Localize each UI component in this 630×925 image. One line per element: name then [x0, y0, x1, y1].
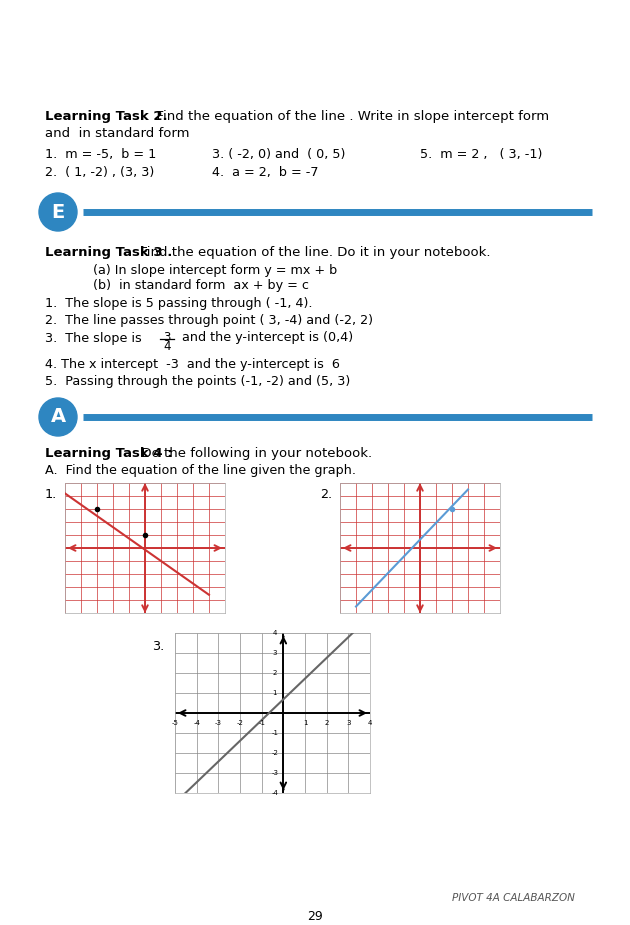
Text: -2: -2: [236, 720, 243, 725]
Text: 1: 1: [303, 720, 307, 725]
Text: 3. ( -2, 0) and  ( 0, 5): 3. ( -2, 0) and ( 0, 5): [212, 148, 345, 161]
Text: and the y-intercept is (0,4): and the y-intercept is (0,4): [178, 331, 353, 344]
Text: 3: 3: [346, 720, 350, 725]
Text: PIVOT 4A CALABARZON: PIVOT 4A CALABARZON: [452, 893, 575, 903]
Text: 1.  m = -5,  b = 1: 1. m = -5, b = 1: [45, 148, 156, 161]
Text: 4: 4: [163, 340, 171, 353]
Circle shape: [39, 398, 77, 436]
Text: -4: -4: [193, 720, 200, 725]
Text: (b)  in standard form  ax + by = c: (b) in standard form ax + by = c: [93, 279, 309, 292]
Text: (a) In slope intercept form y = mx + b: (a) In slope intercept form y = mx + b: [93, 264, 337, 277]
Text: -5: -5: [171, 720, 178, 725]
Text: 29: 29: [307, 910, 323, 923]
Text: E: E: [52, 203, 65, 221]
Text: A: A: [50, 408, 66, 426]
Text: 1.  The slope is 5 passing through ( -1, 4).: 1. The slope is 5 passing through ( -1, …: [45, 297, 312, 310]
Text: Learning Task 2.: Learning Task 2.: [45, 110, 168, 123]
Text: 2: 2: [273, 670, 277, 676]
Text: 3.: 3.: [152, 640, 164, 653]
Text: 4: 4: [273, 630, 277, 636]
Text: -1: -1: [258, 720, 265, 725]
Text: 3.  The slope is: 3. The slope is: [45, 332, 146, 345]
Text: -4: -4: [272, 790, 278, 796]
Circle shape: [39, 193, 77, 231]
Text: -2: -2: [272, 750, 278, 756]
Text: 2: 2: [324, 720, 329, 725]
Text: -3: -3: [271, 770, 278, 776]
Text: Learning Task 3 .: Learning Task 3 .: [45, 246, 173, 259]
Text: Find the equation of the line . Write in slope intercept form: Find the equation of the line . Write in…: [148, 110, 549, 123]
Text: Learning Task 4 :: Learning Task 4 :: [45, 447, 173, 460]
Text: 2.  The line passes through point ( 3, -4) and (-2, 2): 2. The line passes through point ( 3, -4…: [45, 314, 373, 327]
Text: 2.: 2.: [320, 488, 332, 501]
Text: and  in standard form: and in standard form: [45, 127, 190, 140]
Text: 3: 3: [272, 650, 277, 656]
Text: -1: -1: [271, 730, 278, 736]
Text: A.  Find the equation of the line given the graph.: A. Find the equation of the line given t…: [45, 464, 356, 477]
Text: Find the equation of the line. Do it in your notebook.: Find the equation of the line. Do it in …: [136, 246, 491, 259]
Text: 3: 3: [163, 331, 171, 344]
Text: 1: 1: [272, 690, 277, 696]
Text: 4.  a = 2,  b = -7: 4. a = 2, b = -7: [212, 166, 319, 179]
Text: 2.  ( 1, -2) , (3, 3): 2. ( 1, -2) , (3, 3): [45, 166, 154, 179]
Text: 4: 4: [368, 720, 372, 725]
Text: -3: -3: [215, 720, 222, 725]
Text: 5.  m = 2 ,   ( 3, -1): 5. m = 2 , ( 3, -1): [420, 148, 542, 161]
Text: 1.: 1.: [45, 488, 57, 501]
Text: 5.  Passing through the points (-1, -2) and (5, 3): 5. Passing through the points (-1, -2) a…: [45, 375, 350, 388]
Text: 4. The x intercept  -3  and the y-intercept is  6: 4. The x intercept -3 and the y-intercep…: [45, 358, 340, 371]
Text: Do the following in your notebook.: Do the following in your notebook.: [133, 447, 372, 460]
